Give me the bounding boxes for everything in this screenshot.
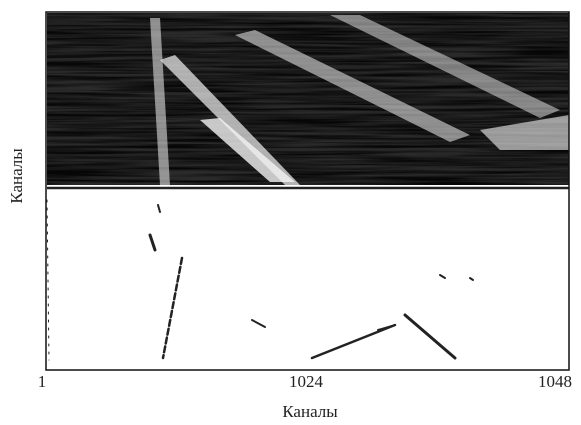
x-tick-label: 1024 xyxy=(289,372,324,391)
x-tick-label: 1048 xyxy=(538,372,572,391)
x-axis-label: Каналы xyxy=(282,402,338,421)
y-axis-label: Каналы xyxy=(7,148,26,204)
figure: 1 1024 1048 Каналы Каналы xyxy=(0,0,581,425)
x-tick-label: 1 xyxy=(38,372,47,391)
dense-region xyxy=(47,13,569,185)
